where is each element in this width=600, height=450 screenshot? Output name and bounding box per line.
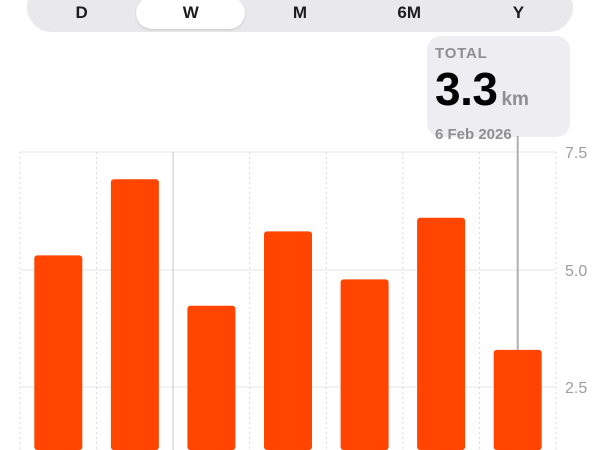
svg-text:2.5: 2.5 (565, 380, 587, 397)
svg-text:5.0: 5.0 (565, 263, 587, 280)
svg-text:7.5: 7.5 (565, 145, 587, 162)
